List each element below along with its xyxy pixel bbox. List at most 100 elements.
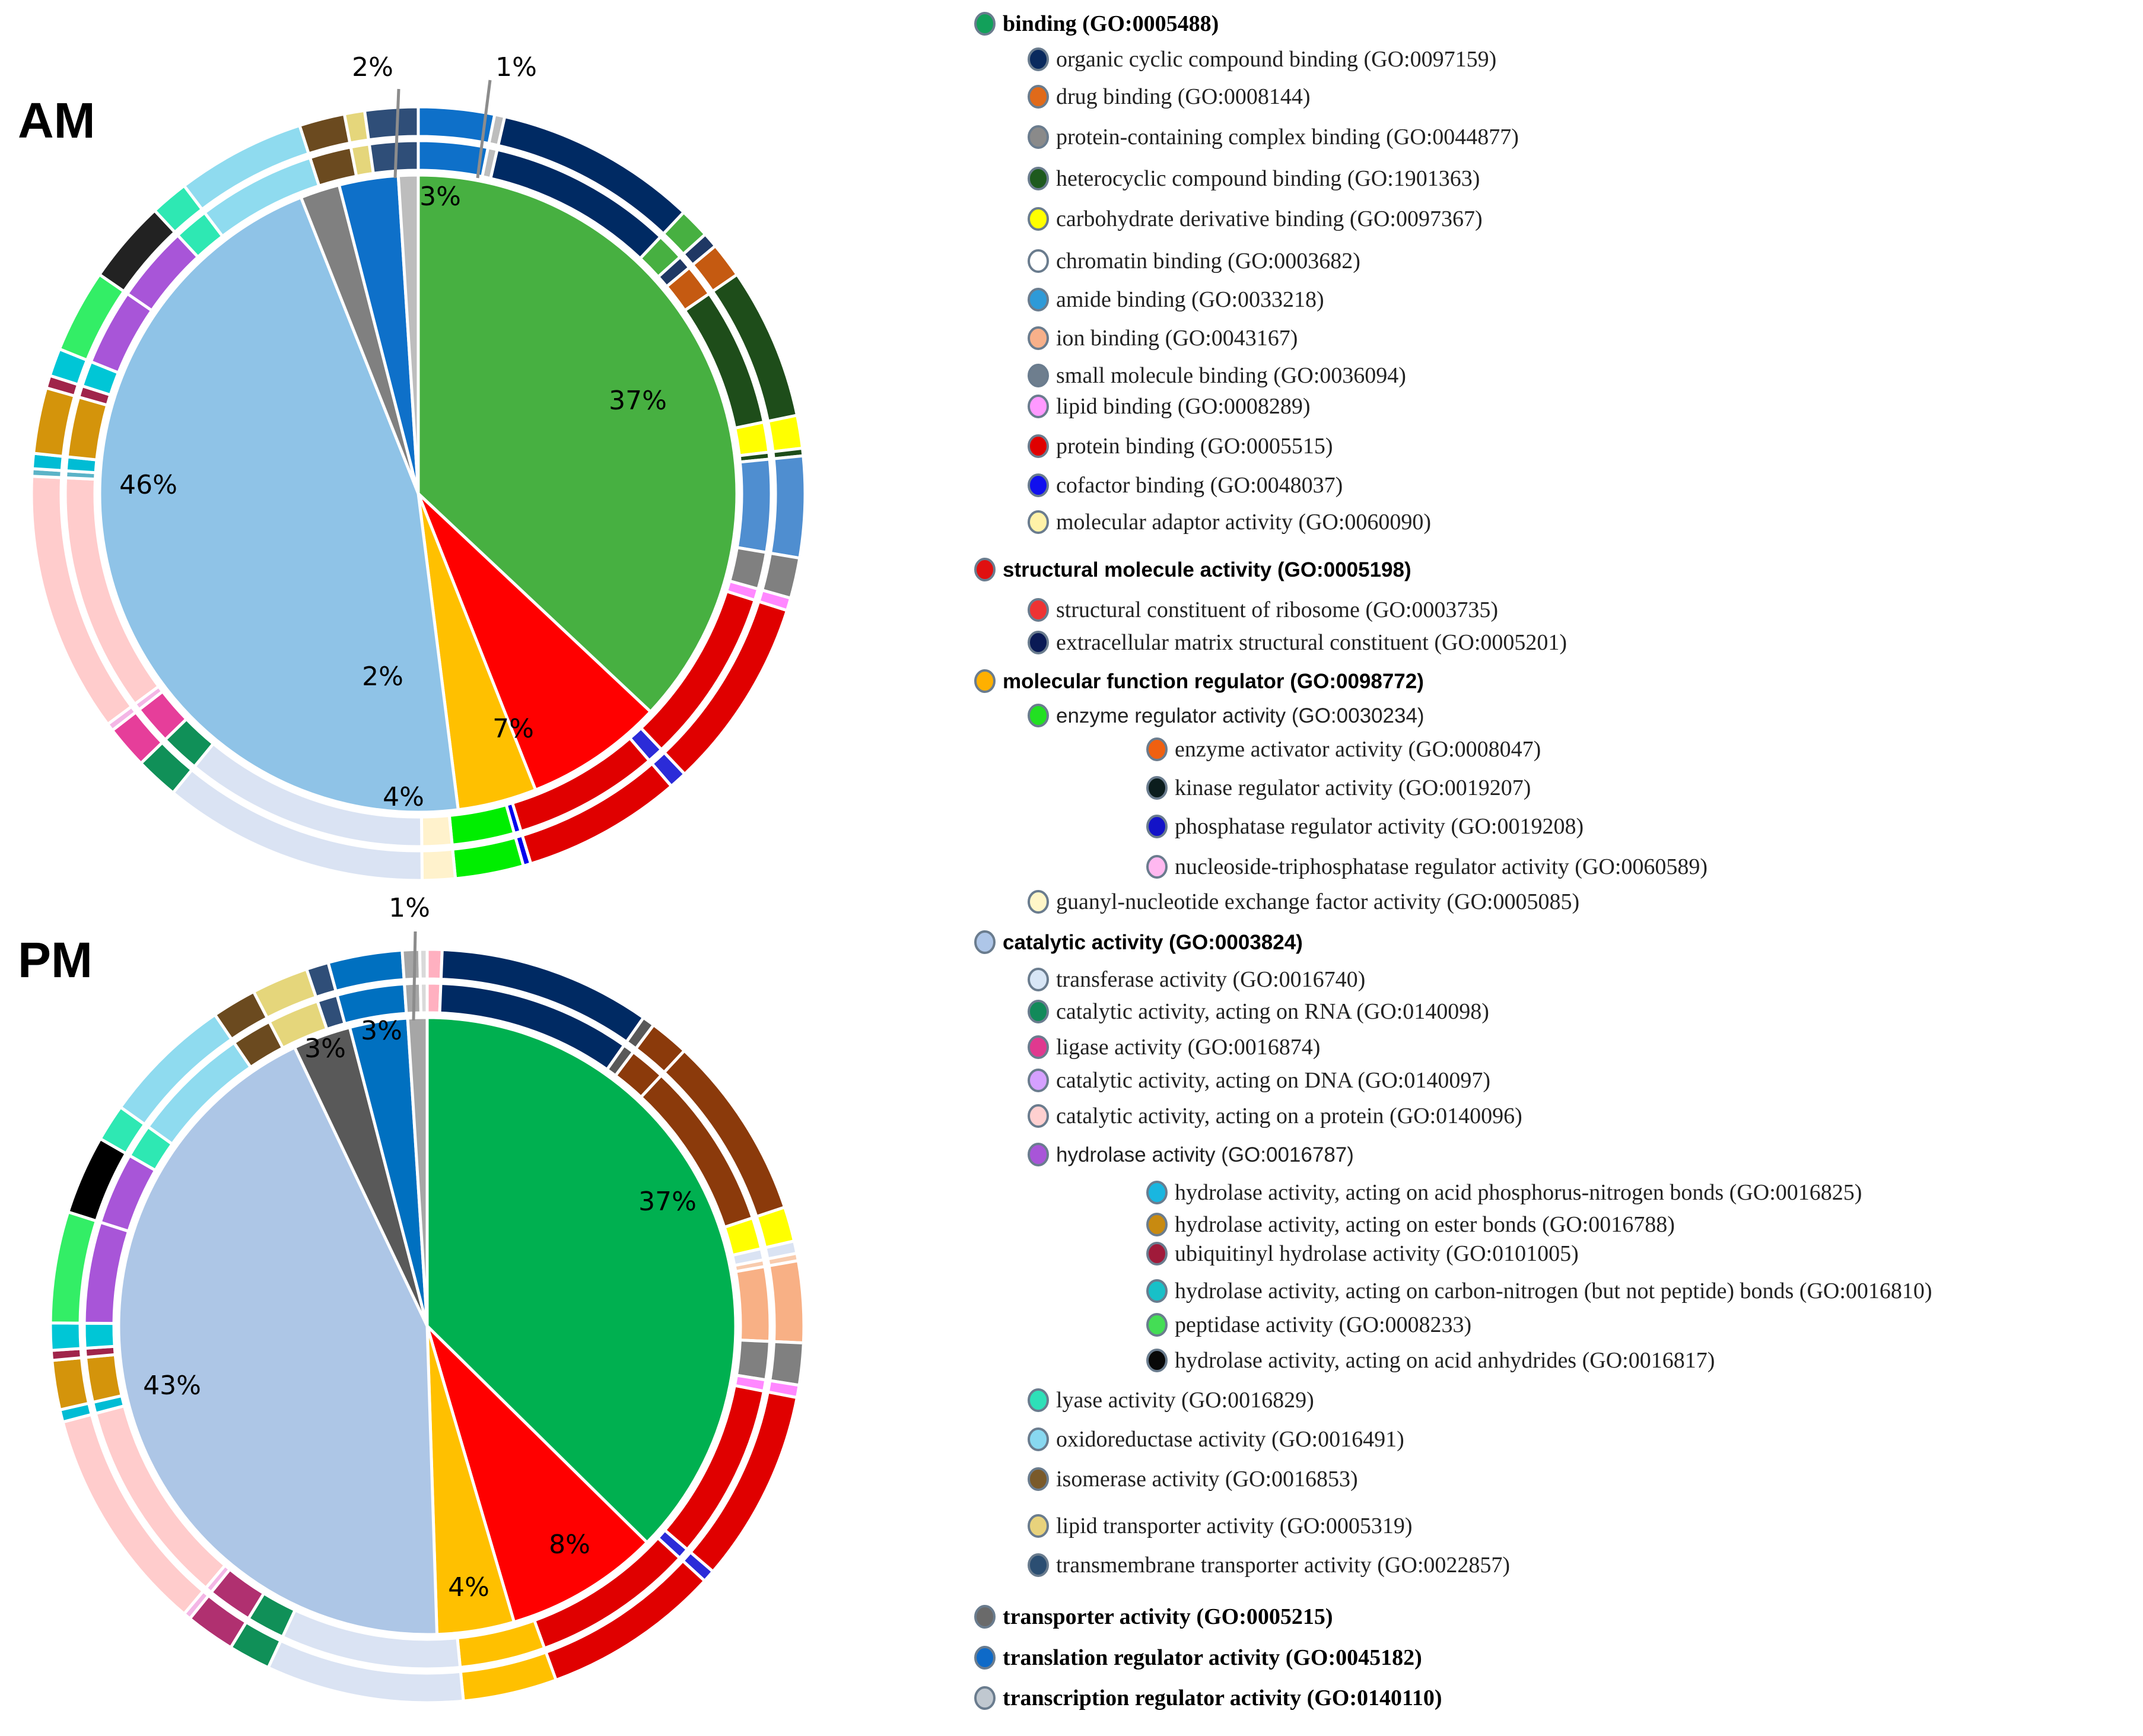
callout-line xyxy=(412,931,417,1021)
legend-item: enzyme regulator activity (GO:0030234) xyxy=(1056,704,1425,727)
legend-item: chromatin binding (GO:0003682) xyxy=(1056,249,1360,274)
legend-marker-icon xyxy=(1146,1242,1168,1266)
legend-marker-icon xyxy=(1028,1388,1049,1412)
slice-label-molecular-function-regulator: 4% xyxy=(383,782,424,812)
legend-marker-icon xyxy=(1146,855,1168,879)
legend-item: extracellular matrix structural constitu… xyxy=(1056,630,1567,655)
inner-ring-segment-34 xyxy=(367,139,420,176)
legend: binding (GO:0005488) organic cyclic compo… xyxy=(974,11,1932,1710)
pie-chart-am: AM 37% 7% 4% 46% 2% 3% 2% 1% xyxy=(18,52,807,882)
legend-marker-icon xyxy=(1146,737,1168,761)
legend-marker-icon xyxy=(1028,1427,1049,1451)
inner-ring-segment-9 xyxy=(735,1338,772,1382)
inner-ring-segment-7 xyxy=(733,420,771,457)
legend-marker-icon xyxy=(1146,1313,1168,1337)
legend-marker-icon xyxy=(1028,968,1049,991)
slice-label-structural-molecule-activity: 7% xyxy=(492,714,534,744)
legend-item: hydrolase activity, acting on carbon-nit… xyxy=(1175,1279,1932,1303)
legend-marker-icon xyxy=(1028,598,1049,622)
pie-slice-transcription-regulator-activity xyxy=(396,173,420,494)
legend-marker-icon xyxy=(1146,1213,1168,1236)
legend-item: catalytic activity, acting on RNA (GO:01… xyxy=(1056,999,1489,1024)
legend-item: peptidase activity (GO:0008233) xyxy=(1175,1312,1471,1337)
legend-item: guanyl-nucleotide exchange factor activi… xyxy=(1056,889,1579,914)
legend-marker-icon xyxy=(1028,1104,1049,1128)
inner-ring-segment-17 xyxy=(419,813,454,848)
legend-marker-icon xyxy=(1146,1181,1168,1204)
legend-item: transmembrane transporter activity (GO:0… xyxy=(1056,1553,1510,1578)
slice-label-catalytic-activity: 46% xyxy=(119,470,177,500)
legend-marker-icon xyxy=(974,1646,996,1670)
legend-marker-icon xyxy=(1028,473,1049,497)
legend-marker-icon xyxy=(1028,47,1049,71)
slice-label-translation-regulator-activity: 3% xyxy=(361,1016,402,1046)
outer-ring-segment-21 xyxy=(50,1356,91,1412)
outer-ring-segment-34 xyxy=(363,105,420,142)
legend-item: oxidoreductase activity (GO:0016491) xyxy=(1056,1427,1404,1452)
legend-marker-icon xyxy=(1028,434,1049,458)
outer-ring-segment-17 xyxy=(420,847,457,882)
legend-marker-icon xyxy=(1028,125,1049,149)
legend-item: cofactor binding (GO:0048037) xyxy=(1056,473,1343,498)
legend-marker-icon xyxy=(974,930,996,954)
legend-item: translation regulator activity (GO:00451… xyxy=(1003,1645,1422,1670)
legend-marker-icon xyxy=(1146,1349,1168,1372)
legend-item: lipid binding (GO:0008289) xyxy=(1056,394,1311,419)
legend-marker-icon xyxy=(1028,510,1049,534)
legend-marker-icon xyxy=(974,669,996,693)
legend-marker-icon xyxy=(1146,815,1168,838)
callout-label: 1% xyxy=(389,893,430,923)
slice-label-molecular-function-regulator: 4% xyxy=(448,1572,489,1603)
outer-ring-segment-23 xyxy=(49,1321,82,1352)
legend-item: isomerase activity (GO:0016853) xyxy=(1056,1467,1358,1492)
legend-item: enzyme activator activity (GO:0008047) xyxy=(1175,737,1541,762)
pie-slice-binding xyxy=(425,1016,737,1545)
slice-label-structural-molecule-activity: 8% xyxy=(549,1530,590,1560)
legend-item: transporter activity (GO:0005215) xyxy=(1003,1604,1333,1629)
legend-item: structural molecule activity (GO:0005198… xyxy=(1003,558,1411,581)
legend-marker-icon xyxy=(1028,1467,1049,1491)
callout-label: 1% xyxy=(495,52,537,82)
legend-marker-icon xyxy=(1028,167,1049,190)
legend-item: hydrolase activity, acting on acid anhyd… xyxy=(1175,1348,1715,1373)
legend-marker-icon xyxy=(1028,1000,1049,1023)
chart-title-am: AM xyxy=(18,93,96,148)
inner-ring-segment-21 xyxy=(84,1353,124,1404)
legend-marker-icon xyxy=(1028,1143,1049,1166)
inner-ring-segment-32 xyxy=(308,145,358,188)
callout-label: 2% xyxy=(352,52,393,82)
legend-marker-icon xyxy=(1028,1035,1049,1059)
inner-ring-segment-23 xyxy=(82,1321,116,1350)
slice-label-binding: 37% xyxy=(609,386,667,416)
legend-marker-icon xyxy=(974,1686,996,1710)
outer-ring-segment-32 xyxy=(400,948,422,981)
slice-label-transporter-activity: 3% xyxy=(304,1034,346,1064)
legend-marker-icon xyxy=(1028,1514,1049,1538)
inner-ring-segment-8 xyxy=(734,1264,772,1343)
legend-marker-icon xyxy=(1028,326,1049,350)
legend-item: ligase activity (GO:0016874) xyxy=(1056,1035,1320,1060)
legend-item: ubiquitinyl hydrolase activity (GO:01010… xyxy=(1175,1241,1579,1266)
legend-item: protein binding (GO:0005515) xyxy=(1056,434,1333,459)
legend-marker-icon xyxy=(974,1605,996,1629)
pie-slice-structural-molecule-activity xyxy=(416,492,653,792)
legend-item: kinase regulator activity (GO:0019207) xyxy=(1175,775,1531,800)
legend-marker-icon xyxy=(1146,776,1168,800)
legend-item: molecular adaptor activity (GO:0060090) xyxy=(1056,510,1431,535)
legend-item: hydrolase activity, acting on ester bond… xyxy=(1175,1212,1675,1237)
legend-marker-icon xyxy=(1028,704,1049,727)
legend-item: hydrolase activity (GO:0016787) xyxy=(1056,1143,1354,1166)
legend-item: carbohydrate derivative binding (GO:0097… xyxy=(1056,206,1483,231)
outer-ring-segment-8 xyxy=(767,1258,806,1345)
legend-item: transferase activity (GO:0016740) xyxy=(1056,967,1365,992)
legend-marker-icon xyxy=(1028,395,1049,418)
legend-marker-icon xyxy=(1028,85,1049,109)
legend-item: hydrolase activity, acting on acid phosp… xyxy=(1175,1180,1862,1205)
legend-item: phosphatase regulator activity (GO:00192… xyxy=(1175,814,1584,839)
inner-ring-segment-9 xyxy=(735,457,773,555)
legend-item: nucleoside-triphosphatase regulator acti… xyxy=(1175,854,1708,879)
legend-item: binding (GO:0005488) xyxy=(1003,11,1219,36)
legend-marker-icon xyxy=(1028,249,1049,273)
chart-title-pm: PM xyxy=(18,932,93,988)
